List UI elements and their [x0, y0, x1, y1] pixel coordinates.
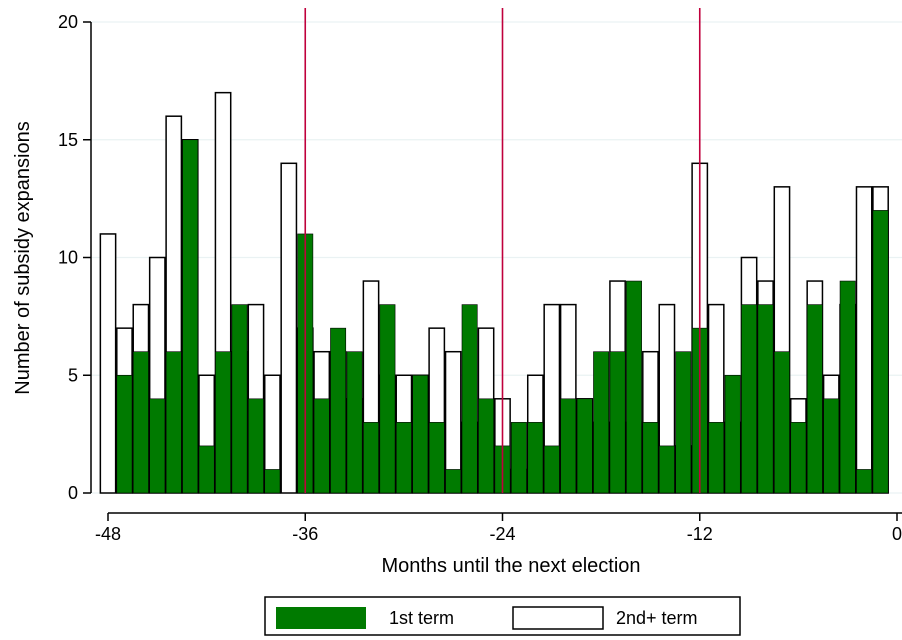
bar-1st-term	[395, 422, 412, 494]
bar-1st-term	[132, 351, 149, 494]
bar-1st-term	[839, 280, 856, 494]
bar-1st-term	[708, 422, 725, 494]
x-tick-label: -48	[95, 524, 121, 544]
bar-1st-term	[264, 469, 281, 494]
bar-1st-term	[116, 374, 133, 494]
bar-1st-term	[182, 139, 199, 494]
legend-label-2nd-term: 2nd+ term	[616, 608, 698, 628]
bar-1st-term	[363, 422, 379, 494]
bar-2nd-term	[855, 186, 873, 494]
legend: 1st term 2nd+ term	[264, 596, 741, 636]
bar-1st-term	[773, 351, 790, 494]
x-tick-label: -12	[687, 524, 713, 544]
x-tick-label: 0	[892, 524, 902, 544]
bar-2nd-term	[280, 162, 298, 494]
bar-1st-term	[856, 469, 873, 494]
y-tick-label: 10	[58, 248, 78, 268]
bar-1st-term	[461, 304, 478, 494]
legend-swatch-1st-term	[276, 607, 366, 629]
y-axis-title: Number of subsidy expansions	[12, 121, 34, 394]
y-tick-label: 0	[68, 483, 78, 503]
bar-1st-term	[658, 445, 675, 494]
bar-1st-term	[149, 398, 166, 494]
legend-swatch-2nd-term	[512, 606, 604, 630]
bar-1st-term	[757, 304, 774, 494]
bar-1st-term	[412, 374, 429, 494]
bar-1st-term	[790, 422, 807, 494]
bar-1st-term	[231, 304, 248, 494]
bar-2nd-term	[99, 233, 117, 494]
x-axis-title: Months until the next election	[381, 555, 640, 577]
bar-1st-term	[560, 398, 577, 494]
bar-1st-term	[806, 304, 823, 494]
reference-lines	[304, 8, 701, 493]
bar-1st-term	[823, 398, 840, 494]
bar-1st-term	[593, 351, 610, 494]
bar-1st-term	[165, 351, 182, 494]
bar-1st-term	[543, 445, 560, 494]
y-axis-ticks: 0 5 10 15 20	[58, 12, 91, 503]
bar-1st-term	[198, 445, 215, 494]
series-1st-term	[116, 139, 889, 494]
x-tick-label: -24	[489, 524, 515, 544]
bar-1st-term	[609, 351, 626, 494]
bar-1st-term	[872, 210, 889, 494]
bar-1st-term	[379, 304, 396, 494]
bar-1st-term	[642, 422, 659, 494]
bar-1st-term	[510, 422, 527, 494]
y-tick-label: 15	[58, 130, 78, 150]
legend-label-1st-term: 1st term	[389, 608, 454, 628]
bar-1st-term	[346, 351, 363, 494]
bar-1st-term	[215, 351, 232, 494]
bar-1st-term	[478, 398, 495, 494]
bar-1st-term	[675, 351, 692, 494]
y-tick-label: 20	[58, 12, 78, 32]
bar-1st-term	[330, 327, 347, 494]
bar-1st-term	[313, 398, 330, 494]
bar-1st-term	[724, 374, 741, 494]
bar-1st-term	[445, 469, 462, 494]
bar-1st-term	[247, 398, 264, 494]
x-axis-ticks: -48 -36 -24 -12 0	[95, 513, 902, 544]
x-tick-label: -36	[292, 524, 318, 544]
bar-1st-term	[527, 422, 544, 494]
bar-1st-term	[428, 422, 445, 494]
bar-1st-term	[741, 304, 758, 494]
bar-1st-term	[576, 398, 593, 494]
y-tick-label: 5	[68, 365, 78, 385]
bar-1st-term	[626, 280, 642, 494]
